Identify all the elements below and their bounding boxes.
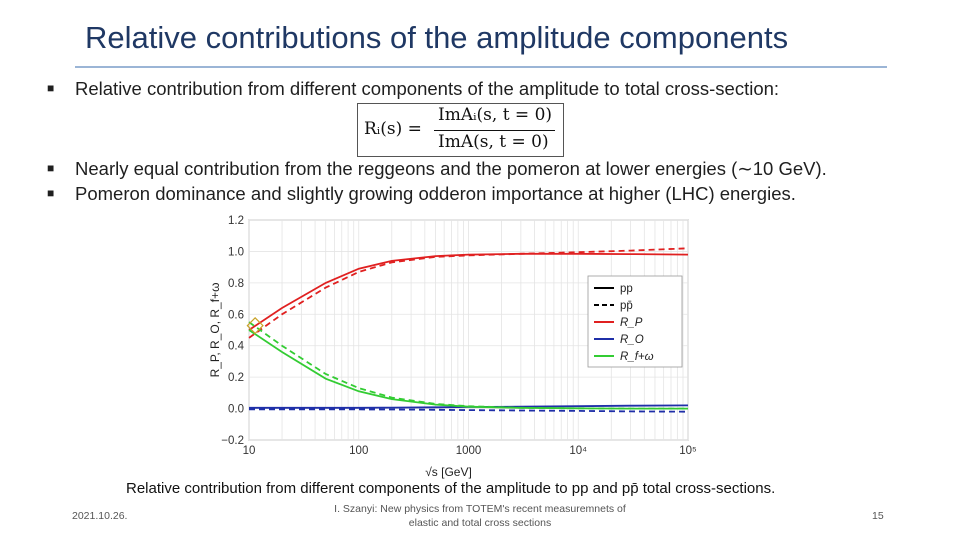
bullet-3-text: Pomeron dominance and slightly growing o… [75, 183, 796, 204]
y-tick-label: 0.4 [228, 341, 245, 353]
legend-label: R_O [620, 334, 644, 346]
series-line [248, 321, 688, 410]
legend-label: R_P [620, 317, 643, 329]
y-tick-label: 0.6 [228, 309, 244, 321]
series-line [249, 404, 689, 409]
x-tick-label: 10 [243, 445, 256, 457]
legend-label: pp̄ [620, 300, 633, 312]
bullet-2-text: Nearly equal contribution from the regge… [75, 158, 827, 179]
ratio-chart: −0.2 0.0 0.2 0.4 0.6 0.8 1.0 1.2 10 100 1000 10⁴ 10⁵… [200, 210, 710, 485]
crossing-marker [246, 317, 264, 335]
fraction-line [434, 130, 555, 131]
y-tick-label: 0.2 [228, 372, 244, 384]
y-tick-label: 1.2 [228, 215, 244, 227]
bullet-1-text: Relative contribution from different com… [75, 78, 780, 99]
y-tick-label: 0.0 [228, 404, 244, 416]
bullet-square-icon: ■ [47, 186, 55, 200]
page-number: 15 [872, 510, 884, 522]
series-line [248, 252, 689, 331]
bullet-square-icon: ■ [47, 161, 55, 175]
formula-lhs: Rᵢ(s) = [364, 119, 422, 139]
x-axis-label: √s [GeV] [425, 465, 472, 479]
formula-denominator: ImA(s, t = 0) [438, 132, 549, 152]
ratio-formula: Rᵢ(s) = ImAᵢ(s, t = 0) ImA(s, t = 0) [357, 103, 564, 157]
x-tick-label: 10⁵ [679, 445, 697, 457]
x-tick-label: 10⁴ [569, 445, 587, 457]
footer-citation: I. Szanyi: New physics from TOTEM's rece… [334, 503, 626, 529]
chart-legend: pp pp̄ R_P R_O R_f+ω [587, 275, 683, 368]
title-underline [75, 66, 887, 68]
y-tick-label: 1.0 [228, 246, 244, 258]
formula-numerator: ImAᵢ(s, t = 0) [438, 105, 553, 125]
chart-svg: −0.2 0.0 0.2 0.4 0.6 0.8 1.0 1.2 10 100 1000 10⁴ 10⁵… [208, 215, 697, 479]
x-tick-label: 1000 [456, 445, 482, 457]
series-line [248, 329, 688, 410]
legend-label: pp [620, 283, 633, 295]
series-line [249, 408, 689, 413]
y-axis-label: R_P, R_O, R_f+ω [208, 283, 222, 378]
y-tick-label: −0.2 [221, 435, 244, 447]
bullet-1: ■ Relative contribution from different co… [47, 78, 779, 100]
figure-caption: Relative contribution from different com… [126, 480, 776, 497]
bullet-2: ■ Nearly equal contribution from the regg… [47, 158, 827, 180]
series-line [248, 247, 689, 339]
footer-date: 2021.10.26. [72, 510, 128, 522]
bullet-3: ■ Pomeron dominance and slightly growing … [47, 183, 796, 205]
y-tick-label: 0.8 [228, 278, 244, 290]
legend-label: R_f+ω [620, 351, 654, 363]
slide-title: Relative contributions of the amplitude … [85, 20, 789, 55]
x-tick-label: 100 [349, 445, 368, 457]
bullet-square-icon: ■ [47, 81, 55, 95]
